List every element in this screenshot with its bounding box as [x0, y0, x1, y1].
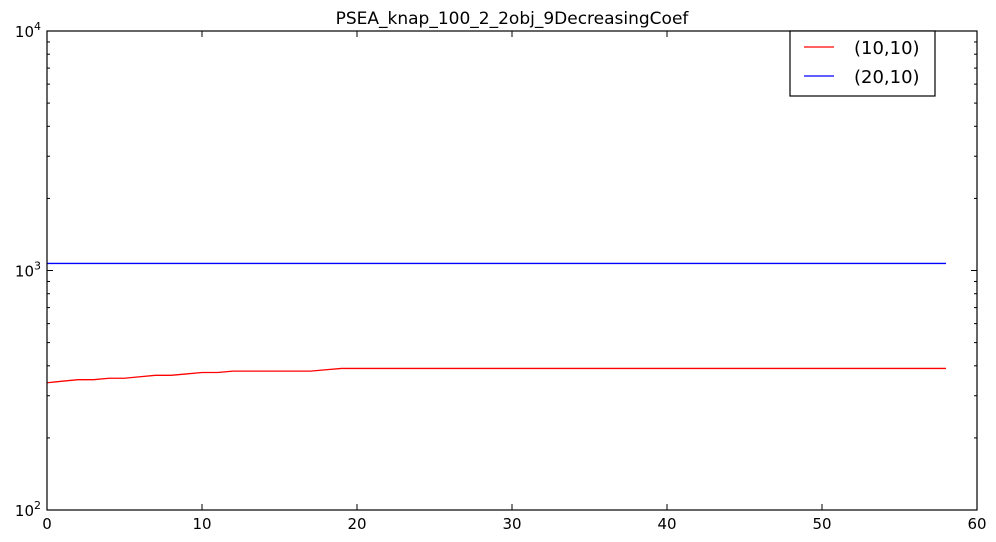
y-tick-label-exponent: 2 — [34, 499, 41, 512]
legend: (10,10) (20,10) — [789, 30, 936, 97]
y-tick-label-base: 10 — [15, 502, 34, 520]
y-tick-label: 103 — [15, 260, 41, 281]
y-tick-label: 102 — [15, 499, 41, 520]
x-tick-label: 40 — [657, 515, 676, 533]
y-tick-label-base: 10 — [15, 263, 34, 281]
x-tick-label: 60 — [967, 515, 986, 533]
legend-box — [789, 30, 936, 97]
x-tick-label: 0 — [42, 515, 52, 533]
x-tick-label: 10 — [192, 515, 211, 533]
y-tick-label-base: 10 — [15, 23, 34, 41]
y-tick-label-exponent: 3 — [34, 260, 41, 273]
x-tick-label: 30 — [502, 515, 521, 533]
series-layer — [46, 262, 946, 384]
legend-label: (10,10) — [854, 38, 920, 59]
x-tick-label: 20 — [347, 515, 366, 533]
y-tick-label: 104 — [15, 20, 41, 41]
chart-title: PSEA_knap_100_2_2obj_9DecreasingCoef — [336, 9, 690, 29]
y-tick-label-exponent: 4 — [34, 20, 41, 33]
series-line-0 — [46, 367, 946, 384]
legend-label: (20,10) — [854, 67, 920, 88]
x-tick-label: 50 — [812, 515, 831, 533]
